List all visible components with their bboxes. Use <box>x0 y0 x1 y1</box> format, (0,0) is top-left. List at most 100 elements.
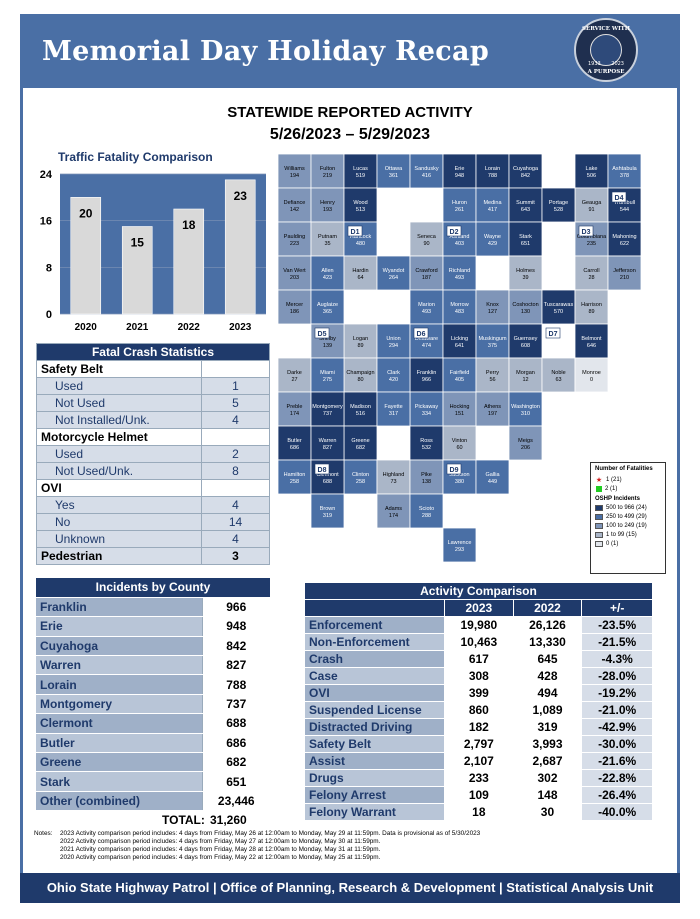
county-row: Franklin 966 <box>36 597 270 618</box>
county-name-label: Perry <box>486 370 499 376</box>
fatal-section-label: Motorcycle Helmet <box>36 428 202 446</box>
fatal-section-row: Safety Belt <box>36 360 270 378</box>
county-shape <box>475 289 510 325</box>
activity-2023: 2,797 <box>444 735 514 753</box>
county-name-label: Champaign <box>346 370 374 376</box>
county-name-label: Belmont <box>581 336 602 342</box>
legend-range-row: 500 to 966 (24) <box>595 503 661 512</box>
county-incident-count: 788 <box>201 674 270 695</box>
county-incident-count: 827 <box>201 655 270 676</box>
county-count-label: 186 <box>290 309 299 315</box>
county-name-label: Hocking <box>450 404 470 410</box>
county-name-label: Madison <box>350 404 371 410</box>
county-count-label: 788 <box>488 173 497 179</box>
county-name-label: Henry <box>320 200 335 206</box>
legend-fatal-row: 2 (1) <box>595 484 661 493</box>
fatal-section-row: OVI <box>36 479 270 497</box>
activity-row: Suspended License 860 1,089 -21.0% <box>304 701 653 719</box>
county-name-label: Butler <box>287 438 302 444</box>
county-row: Clermont 688 <box>36 713 270 734</box>
county-count-label: 89 <box>357 343 363 349</box>
county-name-label: Huron <box>452 200 467 206</box>
county-count-label: 544 <box>620 207 629 213</box>
fatal-sub-label: Used <box>36 445 202 463</box>
legend-swatch <box>595 504 603 511</box>
county-shape <box>508 391 543 427</box>
county-name-label: Pike <box>421 472 432 478</box>
district-label-d4: D4 <box>615 195 624 202</box>
county-incident-count: 688 <box>201 713 270 734</box>
fatal-sub-row: Not Used/Unk. 8 <box>36 462 270 480</box>
county-count-label: 506 <box>587 173 596 179</box>
pedestrian-label: Pedestrian <box>36 547 202 565</box>
county-name-label: Gallia <box>485 472 500 478</box>
activity-2023: 860 <box>444 701 514 719</box>
county-name-label: Guernsey <box>514 336 538 342</box>
fatal-section-value <box>201 360 270 378</box>
county-count-label: 317 <box>389 411 398 417</box>
county-count-label: 193 <box>323 207 332 213</box>
county-name-label: Morrow <box>450 302 468 308</box>
county-shape <box>442 527 477 563</box>
county-shape <box>574 153 609 189</box>
county-count-label: 827 <box>323 445 332 451</box>
county-count-label: 91 <box>588 207 594 213</box>
county-name-label: Morgan <box>516 370 535 376</box>
activity-change: -22.8% <box>581 769 653 787</box>
county-row: Butler 686 <box>36 733 270 754</box>
activity-row: Distracted Driving 182 319 -42.9% <box>304 718 653 736</box>
county-shape <box>376 459 411 495</box>
activity-label: Felony Warrant <box>304 803 445 821</box>
county-count-label: 405 <box>455 377 464 383</box>
district-box <box>545 327 561 339</box>
county-name-label: Union <box>386 336 400 342</box>
footer: Ohio State Highway Patrol | Office of Pl… <box>20 873 680 903</box>
fatal-sub-value: 4 <box>201 411 270 429</box>
incidents-table-header: Incidents by County <box>36 578 270 598</box>
county-row: Other (combined) 23,446 <box>36 791 270 812</box>
district-label-d3: D3 <box>582 229 591 236</box>
activity-column-header: 2022 <box>512 599 583 617</box>
legend-swatch <box>595 513 603 520</box>
county-name-label: Columbiana <box>577 234 607 240</box>
county-count-label: 223 <box>290 241 299 247</box>
county-count-label: 513 <box>356 207 365 213</box>
county-name-label: Seneca <box>417 234 437 240</box>
county-count-label: 417 <box>488 207 497 213</box>
activity-2022: 319 <box>512 718 583 736</box>
note-line: 2021 Activity comparison period includes… <box>60 846 381 853</box>
legend-swatch <box>595 522 603 529</box>
county-name-label: Mercer <box>286 302 303 308</box>
activity-row: Assist 2,107 2,687 -21.6% <box>304 752 653 770</box>
district-label-d7: D7 <box>549 331 558 338</box>
county-shape <box>310 493 345 529</box>
county-count-label: 275 <box>323 377 332 383</box>
activity-label: Felony Arrest <box>304 786 445 804</box>
x-tick-label: 2023 <box>229 322 252 333</box>
y-tick-label: 16 <box>40 216 52 228</box>
pedestrian-value: 3 <box>201 547 270 565</box>
county-row: Warren 827 <box>36 655 270 676</box>
